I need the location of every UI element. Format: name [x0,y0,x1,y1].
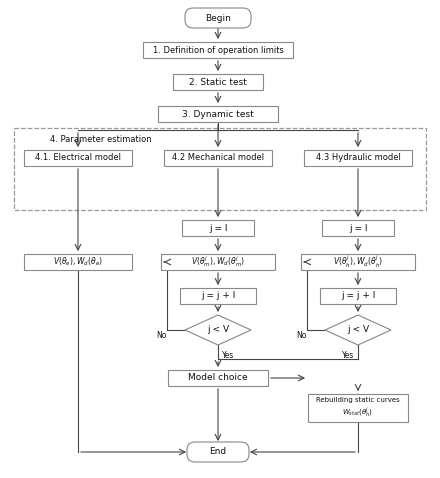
Bar [182,220,254,236]
Bar [322,220,394,236]
Text: j = j + I: j = j + I [201,292,235,301]
Bar [143,42,293,58]
Text: j = I: j = I [209,224,227,232]
Text: 4.2 Mechanical model: 4.2 Mechanical model [172,153,264,163]
Bar [158,106,278,122]
Text: End: End [209,447,227,456]
Text: 4.1. Electrical model: 4.1. Electrical model [35,153,121,163]
Bar [24,254,132,270]
Text: No: No [156,330,166,339]
Text: 3. Dynamic test: 3. Dynamic test [182,109,254,119]
Text: $V(\theta_{h}^{j}), W_{d}(\theta_{h}^{j})$: $V(\theta_{h}^{j}), W_{d}(\theta_{h}^{j}… [333,254,383,270]
Bar [164,150,272,166]
Text: $V(\theta_{m}^{j}), W_{d}(\theta_{m}^{j})$: $V(\theta_{m}^{j}), W_{d}(\theta_{m}^{j}… [191,255,245,270]
Bar [14,128,426,210]
Bar [180,288,256,304]
Text: Yes: Yes [222,350,234,359]
Bar [308,394,408,422]
Text: Rebuilding static curves
$W_{stat}(\theta_{h}^{j})$: Rebuilding static curves $W_{stat}(\thet… [316,397,400,419]
Text: No: No [296,330,306,339]
Text: Yes: Yes [342,350,354,359]
Polygon shape [185,315,251,345]
Text: $V(\theta_{e}), W_{d}(\theta_{e})$: $V(\theta_{e}), W_{d}(\theta_{e})$ [53,256,103,268]
Text: 4. Parameter estimation: 4. Parameter estimation [50,135,152,144]
Text: Begin: Begin [205,13,231,22]
Bar [173,74,263,90]
Text: Model choice: Model choice [188,373,248,382]
Text: j = I: j = I [349,224,367,232]
Text: 4.3 Hydraulic model: 4.3 Hydraulic model [315,153,400,163]
Bar [304,150,412,166]
Bar [24,150,132,166]
Text: j < V: j < V [347,326,369,335]
FancyBboxPatch shape [185,8,251,28]
Bar [168,370,268,386]
Bar [320,288,396,304]
FancyBboxPatch shape [187,442,249,462]
Polygon shape [325,315,391,345]
Bar [301,254,415,270]
Text: 2. Static test: 2. Static test [189,77,247,87]
Text: j < V: j < V [207,326,229,335]
Bar [161,254,275,270]
Text: j = j + I: j = j + I [341,292,375,301]
Text: 1. Definition of operation limits: 1. Definition of operation limits [153,45,283,54]
